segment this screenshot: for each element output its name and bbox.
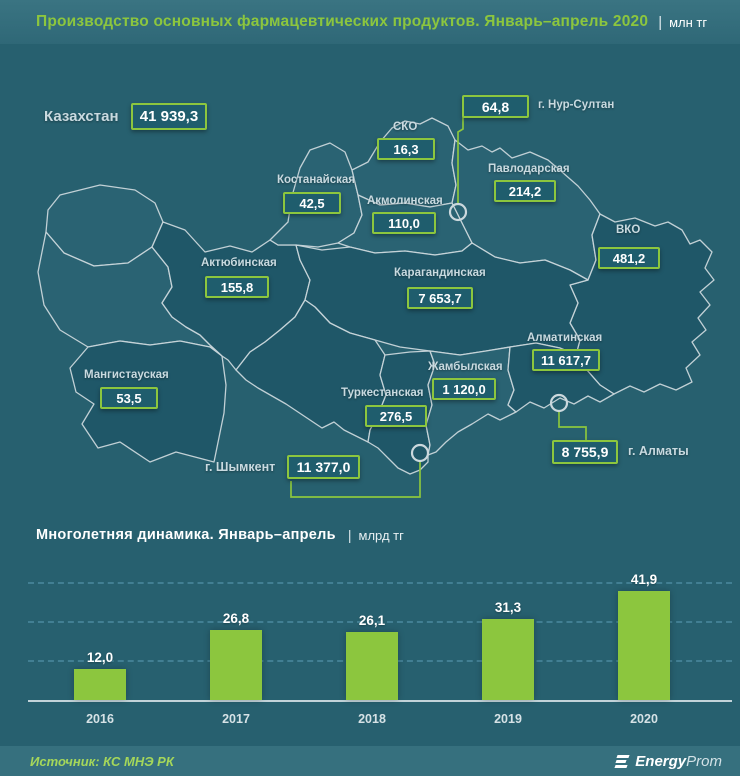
region-label-karaganda: Карагандинская — [394, 267, 486, 279]
region-label-mangystau: Мангистауская — [84, 369, 169, 381]
region-value-turkestan: 276,5 — [365, 405, 427, 427]
region-value-almaty-region: 11 617,7 — [532, 349, 600, 371]
region-value-zhambyl: 1 120,0 — [432, 378, 496, 400]
region-label-almaty-city: г. Алматы — [628, 444, 689, 458]
country-label: Казахстан — [44, 108, 119, 125]
region-value-karaganda: 7 653,7 — [407, 287, 473, 309]
axis-label-2016: 2016 — [86, 712, 114, 726]
bar-value-label-2016: 12,0 — [86, 650, 114, 665]
bar-group-2016: 12,0 2016 — [65, 560, 135, 726]
header: Производство основных фармацевтических п… — [0, 0, 740, 44]
bar-plot: 12,0 2016 26,8 2017 26,1 2018 31,3 2019 41,9 2020 — [28, 560, 732, 726]
chart-gridline-45 — [28, 582, 732, 584]
bar-value-label-2018: 26,1 — [358, 613, 386, 628]
callout-connector-almaty-city — [558, 411, 587, 440]
region-value-nursultan: 64,8 — [462, 95, 529, 118]
region-value-akmola: 110,0 — [372, 212, 436, 234]
region-label-pavlodar: Павлодарская — [488, 163, 570, 175]
bar-2020 — [618, 591, 670, 700]
chart-title-separator: | — [347, 527, 352, 543]
bar-value-label-2020: 41,9 — [630, 572, 658, 587]
page-title: Производство основных фармацевтических п… — [36, 13, 649, 30]
callout-connector-shymkent — [290, 461, 421, 498]
region-value-kostanay: 42,5 — [283, 192, 341, 214]
footer: Источник: КС МНЭ РК Energy Prom — [0, 746, 740, 776]
title-separator: | — [658, 13, 663, 31]
region-label-turkestan: Туркестанская — [341, 387, 424, 399]
source-note: Источник: КС МНЭ РК — [30, 753, 174, 769]
bar-group-2018: 26,1 2018 — [337, 560, 407, 726]
city-marker-nursultan — [448, 202, 468, 222]
region-label-akmola: Акмолинская — [367, 195, 443, 207]
bar-group-2020: 41,9 2020 — [609, 560, 679, 726]
region-label-shymkent: г. Шымкент — [205, 460, 276, 474]
region-value-sko: 16,3 — [377, 138, 435, 160]
bar-group-2019: 31,3 2019 — [473, 560, 543, 726]
brand-name-bold: Energy — [635, 752, 687, 770]
region-value-pavlodar: 214,2 — [494, 180, 556, 202]
region-value-vko: 481,2 — [598, 247, 660, 269]
bar-group-2017: 26,8 2017 — [201, 560, 271, 726]
region-value-aktobe: 155,8 — [205, 276, 269, 298]
title-unit: млн тг — [669, 14, 708, 30]
region-label-sko: СКО — [393, 121, 418, 133]
bar-value-label-2019: 31,3 — [494, 600, 522, 615]
axis-label-2019: 2019 — [494, 712, 522, 726]
city-marker-almaty-city — [549, 393, 569, 413]
region-value-shymkent: 11 377,0 — [287, 455, 360, 479]
chart-title: Многолетняя динамика. Январь–апрель — [36, 527, 336, 543]
region-label-aktobe: Актюбинская — [201, 257, 277, 269]
region-label-zhambyl: Жамбылская — [428, 361, 503, 373]
city-marker-shymkent — [410, 443, 430, 463]
region-value-mangystau: 53,5 — [100, 387, 158, 409]
chart-gridline-30 — [28, 621, 732, 623]
region-label-kostanay: Костанайская — [277, 174, 355, 186]
axis-label-2018: 2018 — [358, 712, 386, 726]
region-value-almaty-city: 8 755,9 — [552, 440, 618, 464]
bar-2018 — [346, 632, 398, 700]
region-label-nursultan: г. Нур-Султан — [538, 99, 615, 111]
chart-title-row: Многолетняя динамика. Январь–апрель | мл… — [36, 527, 404, 543]
callout-connector-nursultan — [457, 117, 464, 204]
bar-value-label-2017: 26,8 — [222, 611, 250, 626]
energyprom-logo: Energy Prom — [614, 753, 722, 770]
axis-label-2017: 2017 — [222, 712, 250, 726]
axis-label-2020: 2020 — [630, 712, 658, 726]
bar-2019 — [482, 619, 534, 700]
region-label-vko: ВКО — [616, 224, 641, 236]
country-value: 41 939,3 — [131, 103, 207, 130]
bar-2017 — [210, 630, 262, 700]
region-label-almaty-region: Алматинская — [527, 332, 603, 344]
bar-2016 — [74, 669, 126, 700]
chart-unit: млрд тг — [358, 527, 404, 543]
brand-name-light: Prom — [686, 752, 722, 770]
energyprom-stripes-icon — [614, 754, 630, 769]
